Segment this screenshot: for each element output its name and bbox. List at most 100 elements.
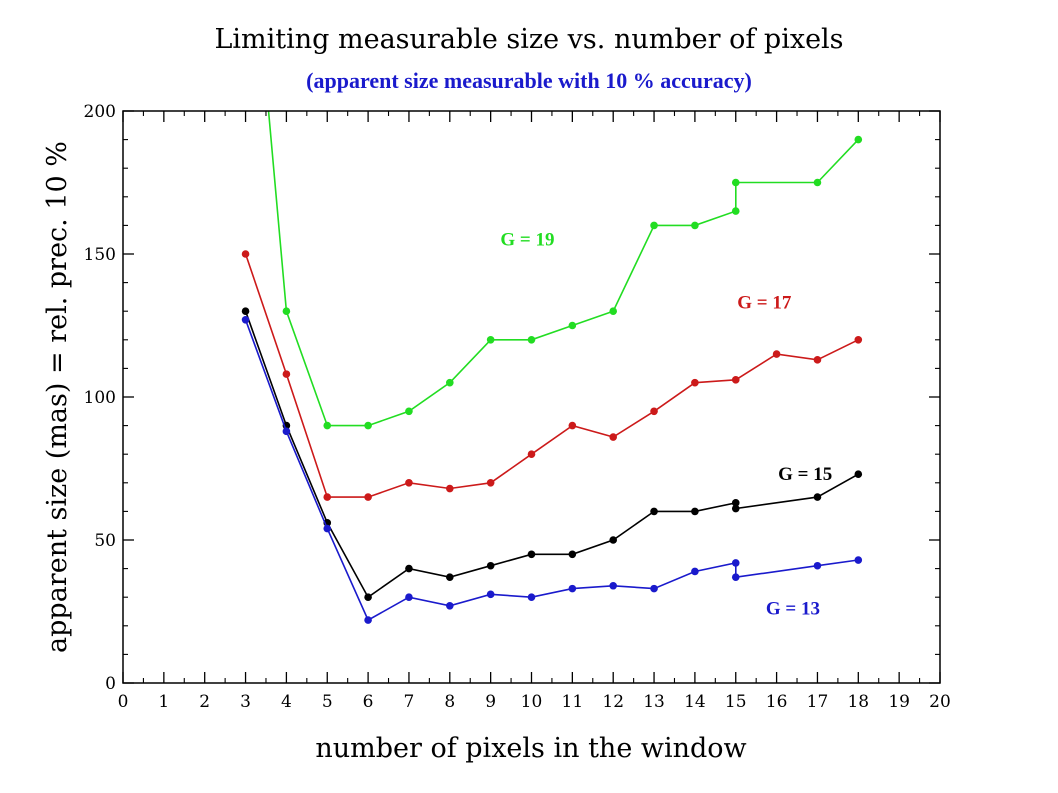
data-point-g-17 [854,336,863,344]
y-tick-label: 150 [84,245,116,265]
data-point-g-15 [405,564,413,573]
data-point-g-19 [731,207,740,215]
x-tick-label: 16 [766,692,788,712]
x-tick-label: 4 [281,692,292,712]
data-point-g-13 [364,616,372,624]
data-point-g-17 [446,484,454,493]
series-line-g-15 [244,310,859,599]
data-point-g-19 [282,307,291,316]
data-point-g-15 [813,493,822,501]
y-tick-label: 200 [84,102,116,122]
data-point-g-15 [568,550,577,559]
data-point-g-17 [731,376,740,384]
x-tick-label: 3 [240,692,251,712]
series-label-g-13: G = 13 [766,598,820,619]
x-tick-label: 14 [684,692,706,712]
series-labels: G = 19 G = 17 G = 15 G = 13 [500,229,832,619]
x-tick-label: 11 [562,692,584,712]
data-point-g-17 [650,407,658,416]
data-point-g-15 [364,593,372,601]
data-point-g-15 [854,470,863,479]
series-label-g-19: G = 19 [500,229,554,250]
data-point-g-17 [691,378,699,387]
series-line-g-19 [267,111,859,427]
data-point-g-19 [854,135,863,144]
data-point-g-17 [364,493,372,501]
data-point-g-17 [609,433,617,441]
data-point-g-13 [241,315,250,324]
data-point-g-19 [405,407,413,416]
data-point-g-13 [568,584,577,593]
data-point-g-15 [446,573,454,581]
data-point-g-19 [568,321,577,330]
x-tick-label: 6 [363,692,374,712]
data-point-g-17 [323,493,332,501]
data-point-g-15 [731,499,740,507]
data-point-g-17 [772,350,781,358]
y-tick-label: 0 [105,674,116,694]
series-label-g-15: G = 15 [778,464,832,485]
data-point-g-13 [731,573,740,581]
x-tick-label: 0 [118,692,129,712]
x-tick-label: 8 [444,692,455,712]
x-tick-label: 20 [929,692,951,712]
series-line-g-17 [244,253,859,498]
x-tick-label: 19 [888,692,910,712]
plot-frame [122,110,941,684]
x-tick-label: 2 [199,692,210,712]
data-point-g-13 [691,567,699,576]
x-tick-label: 18 [847,692,869,712]
data-point-g-13 [813,561,822,570]
data-point-g-13 [405,593,413,601]
data-point-g-13 [486,590,495,599]
x-tick-label: 12 [602,692,624,712]
x-tick-label: 9 [485,692,496,712]
series-group [241,111,863,624]
chart-title: Limiting measurable size vs. number of p… [214,24,844,55]
data-point-g-17 [568,421,577,430]
y-tick-label: 50 [94,531,116,551]
data-point-g-15 [609,536,617,544]
chart-subtitle: (apparent size measurable with 10 % accu… [306,68,752,93]
data-point-g-15 [731,504,740,513]
data-point-g-19 [731,178,740,187]
x-tick-label: 7 [404,692,415,712]
data-point-g-17 [486,479,495,487]
data-point-g-13 [854,556,863,564]
x-tick-label: 17 [807,692,829,712]
x-axis-title: number of pixels in the window [315,733,746,764]
data-point-g-19 [364,421,372,430]
data-point-g-13 [446,601,454,610]
data-point-g-13 [527,593,536,601]
data-point-g-15 [650,507,658,516]
x-tick-label: 1 [158,692,169,712]
y-axis-title: apparent size (mas) = rel. prec. 10 % [42,141,73,653]
data-point-g-19 [323,421,332,430]
data-point-g-19 [527,336,536,344]
data-point-g-19 [486,336,495,344]
data-point-g-13 [282,427,291,436]
data-point-g-19 [813,178,822,187]
data-point-g-13 [731,559,740,567]
x-tick-label: 10 [521,692,543,712]
axis-ticks: 0 1 2 3 4 5 6 7 8 9 10 11 12 13 14 15 16 17 18 19 2005010015… [84,102,951,712]
data-point-g-17 [282,370,291,378]
series-label-g-17: G = 17 [737,292,792,313]
data-point-g-17 [405,479,413,487]
series-line-g-13 [244,319,859,622]
data-point-g-19 [691,221,699,230]
data-point-g-13 [650,584,658,593]
data-point-g-15 [241,307,250,316]
data-point-g-19 [446,378,454,387]
data-point-g-19 [609,307,617,316]
data-point-g-17 [527,450,536,459]
y-tick-label: 100 [84,388,116,408]
data-point-g-19 [650,221,658,230]
data-point-g-15 [486,561,495,570]
x-tick-label: 5 [322,692,333,712]
data-point-g-17 [241,250,250,258]
x-tick-label: 13 [643,692,665,712]
data-point-g-15 [527,550,536,559]
data-point-g-15 [691,507,699,516]
